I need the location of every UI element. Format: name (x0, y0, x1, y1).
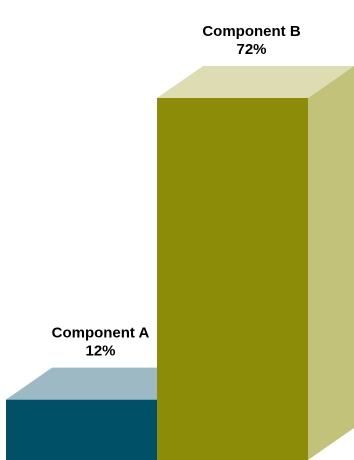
bar-top (6, 367, 203, 400)
bar-side (308, 66, 354, 460)
bar-front (6, 399, 157, 460)
bar-front (157, 98, 308, 460)
value-label: 12% (85, 343, 115, 360)
bar-top (157, 66, 354, 98)
category-label: Component B (202, 23, 300, 40)
value-label: 72% (236, 41, 266, 58)
category-label: Component A (52, 325, 150, 342)
